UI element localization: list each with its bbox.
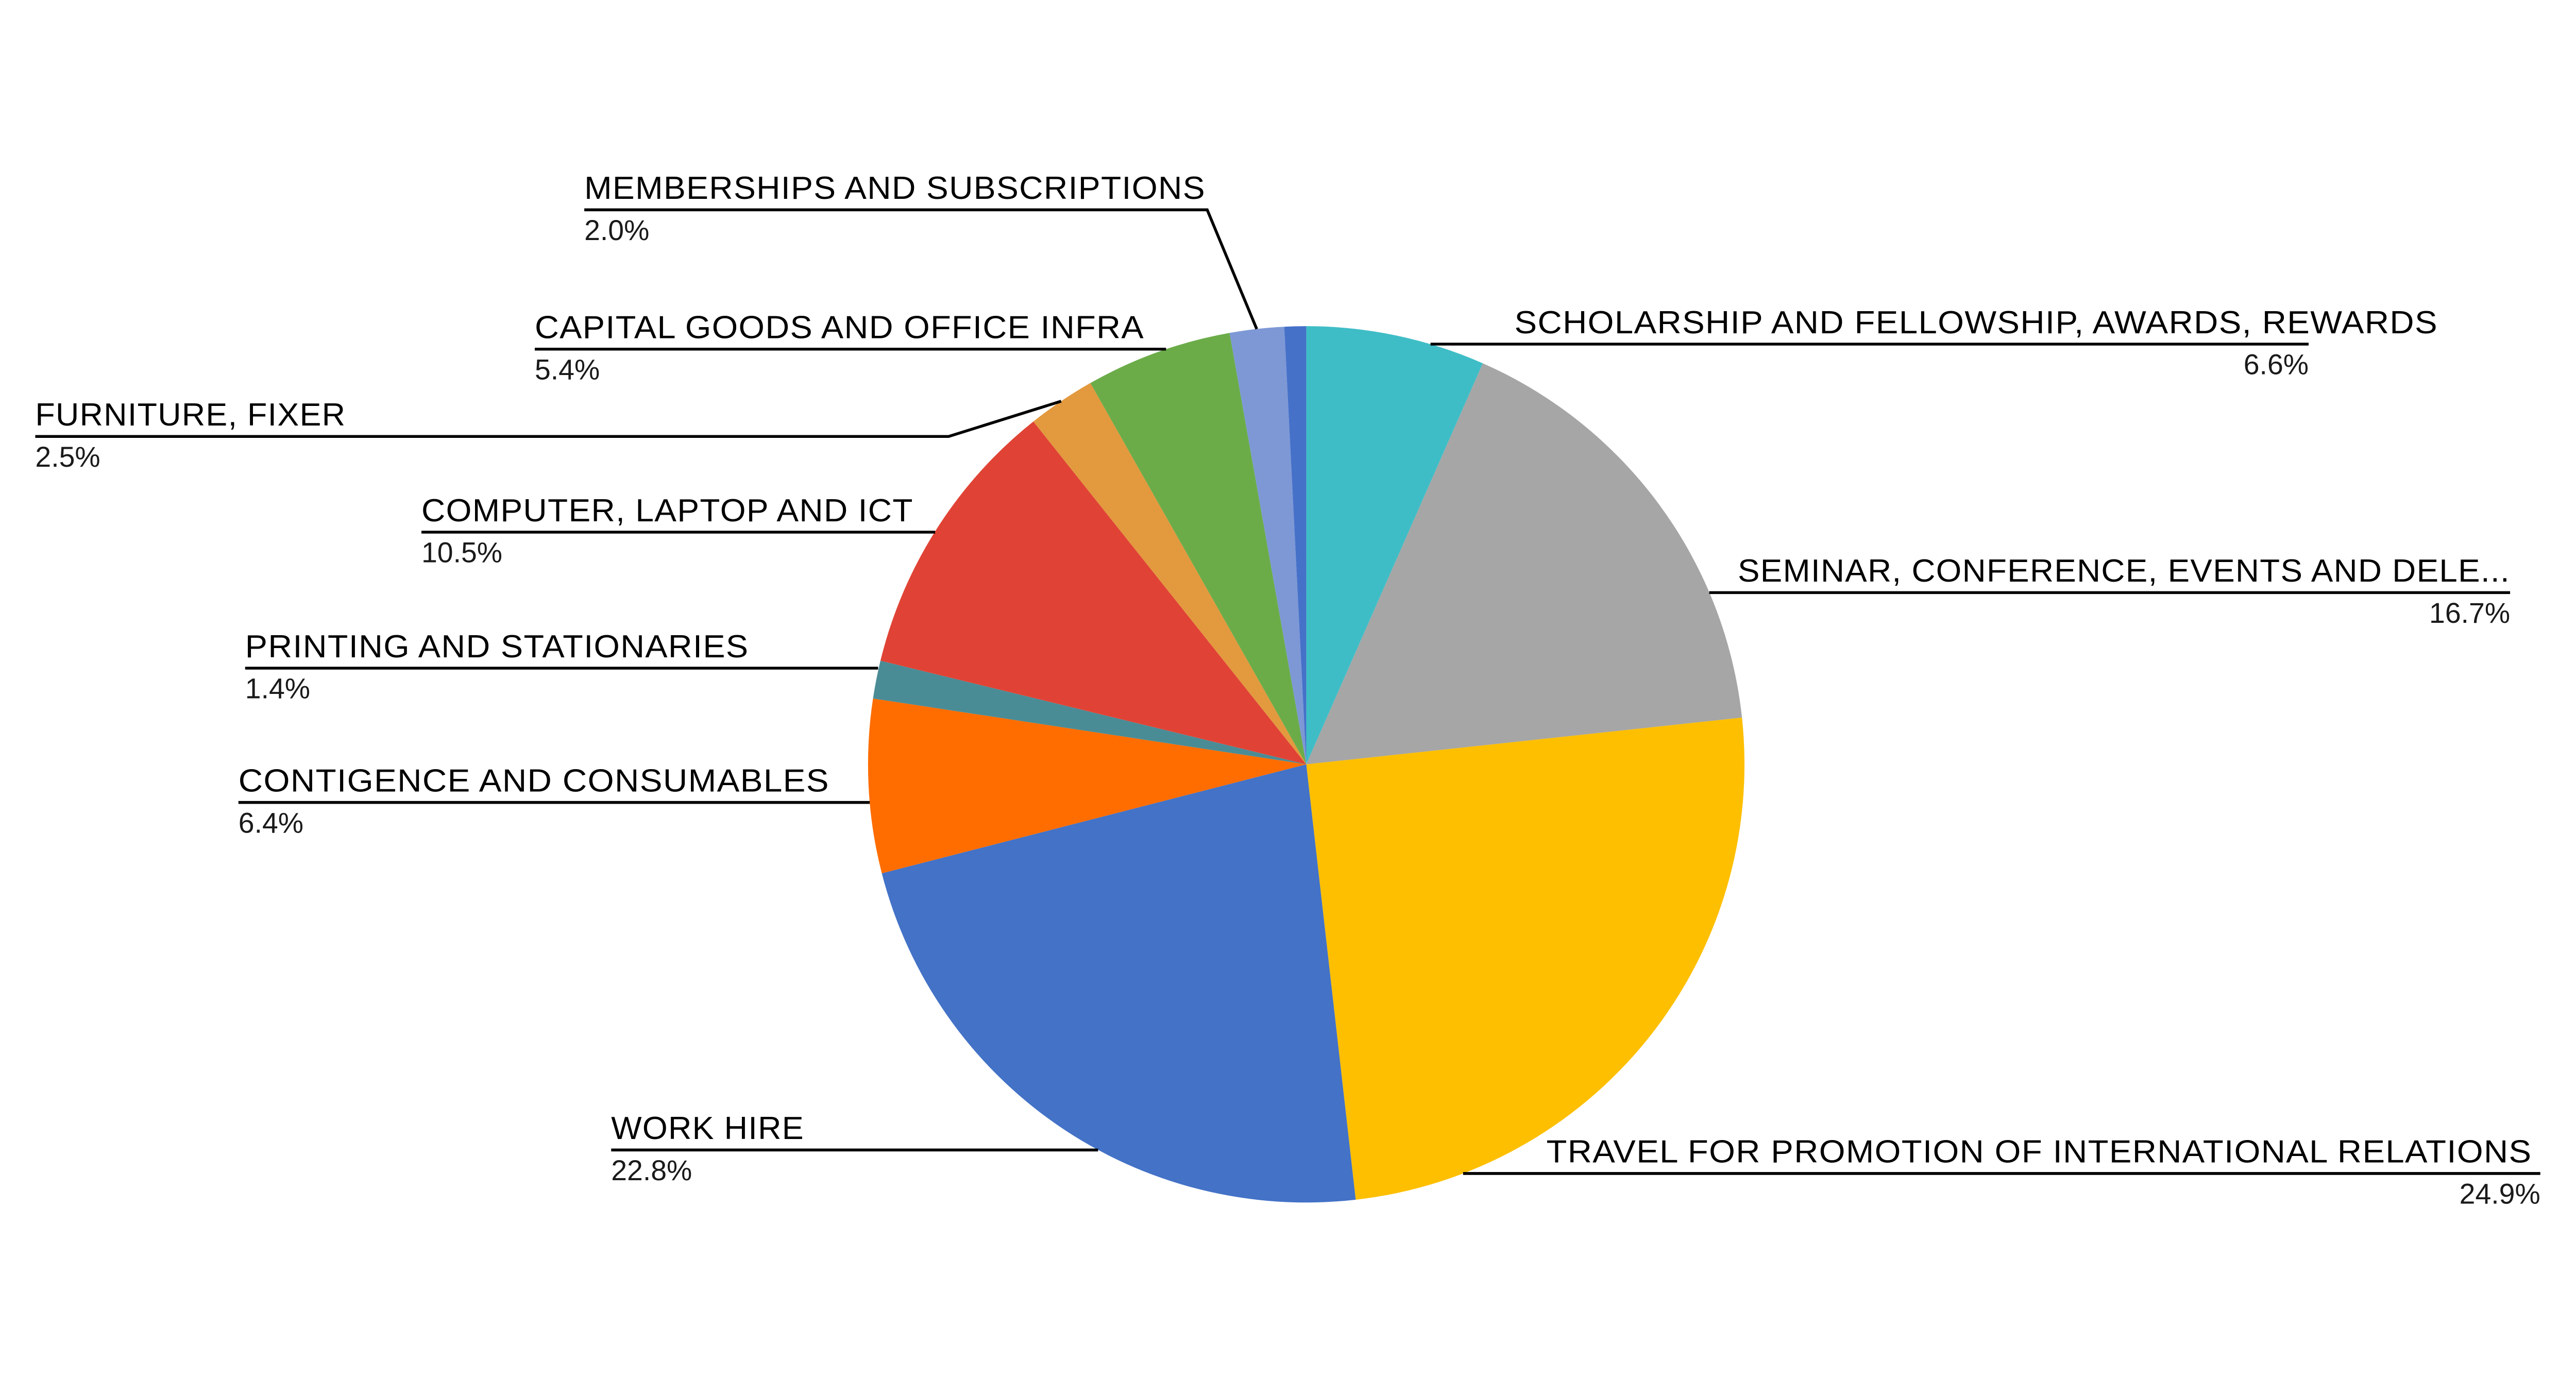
slice-label-seminar: SEMINAR, CONFERENCE, EVENTS AND DELE... [1738,553,2510,589]
callout-scholarship: SCHOLARSHIP AND FELLOWSHIP, AWARDS, REWA… [1430,305,2438,381]
pie-slice-contigence[interactable] [868,698,1307,874]
callout-work-hire: WORK HIRE 22.8% [611,1111,1098,1186]
pie-slice-unlabeled[interactable] [1284,326,1307,764]
slice-percent-seminar: 16.7% [2429,597,2510,629]
slice-label-memberships: MEMBERSHIPS AND SUBSCRIPTIONS [584,171,1206,206]
callout-travel: TRAVEL FOR PROMOTION OF INTERNATIONAL RE… [1463,1134,2540,1210]
slice-label-capital-goods: CAPITAL GOODS AND OFFICE INFRA [535,310,1144,346]
callout-seminar: SEMINAR, CONFERENCE, EVENTS AND DELE... … [1709,553,2511,629]
pie-slice-scholarship[interactable] [1306,326,1483,764]
slice-label-work-hire: WORK HIRE [611,1111,804,1146]
slice-label-furniture: FURNITURE, FIXER [35,397,346,433]
pie-slice-memberships[interactable] [1229,327,1307,764]
slice-percent-work-hire: 22.8% [611,1154,692,1186]
slice-percent-computer: 10.5% [421,537,502,569]
slice-label-computer: COMPUTER, LAPTOP AND ICT [421,493,913,529]
slice-percent-contigence: 6.4% [239,807,303,839]
slice-percent-printing: 1.4% [245,673,310,705]
callout-capital-goods: CAPITAL GOODS AND OFFICE INFRA 5.4% [535,310,1166,385]
callout-memberships: MEMBERSHIPS AND SUBSCRIPTIONS 2.0% [584,171,1258,330]
slice-percent-capital-goods: 5.4% [535,353,600,385]
slice-label-travel: TRAVEL FOR PROMOTION OF INTERNATIONAL RE… [1546,1134,2532,1170]
pie-slice-capital[interactable] [1090,333,1307,764]
pie-slice-travel[interactable] [1306,718,1745,1200]
callout-contigence: CONTIGENCE AND CONSUMABLES 6.4% [239,763,870,839]
leader-line-memberships [584,208,1258,330]
leader-line-furniture [35,400,1062,438]
slice-percent-travel: 24.9% [2460,1178,2540,1210]
callout-furniture: FURNITURE, FIXER 2.5% [35,397,1062,473]
pie-slice-furniture[interactable] [1033,383,1307,764]
callout-printing: PRINTING AND STATIONARIES 1.4% [245,629,878,705]
pie-slice-work-hire[interactable] [882,764,1356,1203]
pie-slice-seminar[interactable] [1306,363,1742,764]
pie-chart [868,326,1745,1203]
slice-percent-scholarship: 6.6% [2244,349,2309,381]
pie-slice-computer[interactable] [880,421,1307,764]
slice-label-printing: PRINTING AND STATIONARIES [245,629,749,665]
callout-computer: COMPUTER, LAPTOP AND ICT 10.5% [421,493,936,569]
slice-percent-furniture: 2.5% [35,441,100,473]
pie-slice-printing[interactable] [873,660,1307,764]
slice-label-contigence: CONTIGENCE AND CONSUMABLES [239,763,829,799]
slice-percent-memberships: 2.0% [584,214,649,246]
slice-label-scholarship: SCHOLARSHIP AND FELLOWSHIP, AWARDS, REWA… [1515,305,2438,341]
